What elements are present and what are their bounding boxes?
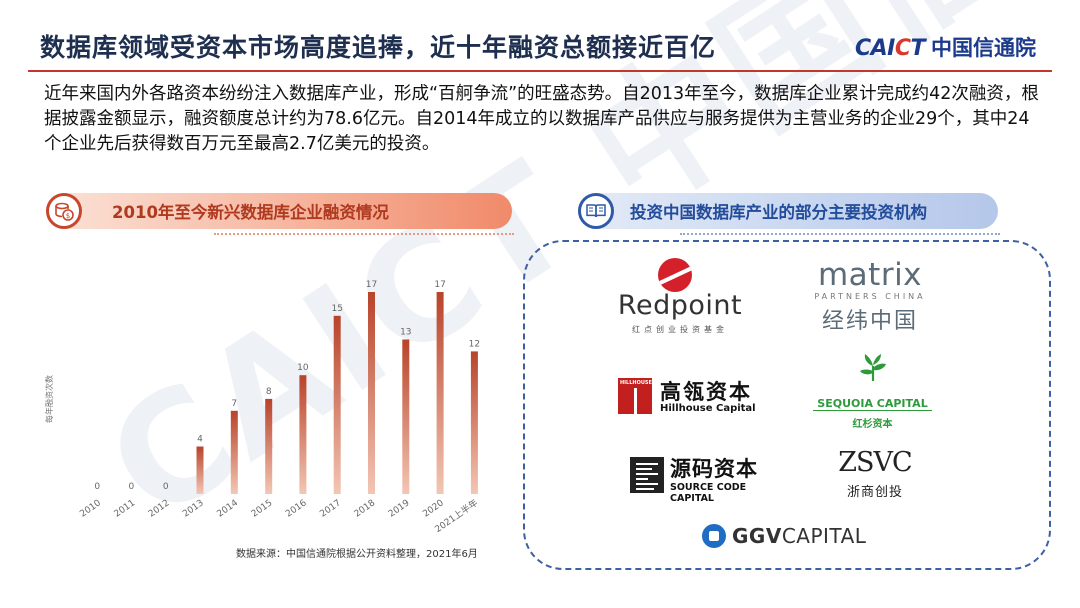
data-label-2016: 10 [297,363,309,373]
matrix-name: matrix [817,257,923,293]
sequoia-cn: 红杉资本 [852,419,893,430]
hillhouse-logo: HILLHOUSE 高瓴资本 Hillhouse Capital [618,378,758,420]
data-label-2012: 0 [163,482,169,492]
bar-2015 [265,398,273,494]
y-axis-label: 每年融资次数 [44,375,54,423]
zsvc-cn: 浙商创投 [846,485,903,500]
x-tick-2018: 2018 [353,498,378,519]
data-label-2020: 17 [434,280,445,290]
sourcecode-logo: 源码资本 SOURCE CODE CAPITAL [630,455,780,504]
x-tick-2012: 2012 [147,498,171,519]
book-icon [578,193,614,229]
bar-2021上半年 [470,351,478,494]
investors-section-title: 投资中国数据库产业的部分主要投资机构 [630,203,927,222]
chart-section-header: $ 2010年至今新兴数据库企业融资情况 [46,193,514,235]
redpoint-mark-icon [658,258,692,292]
investors-panel [523,240,1051,570]
x-tick-2015: 2015 [250,498,274,519]
ggv-name: GGVCAPITAL [732,524,867,548]
data-source-note: 数据来源：中国信通院根据公开资料整理，2021年6月 [236,549,478,560]
bar-2020 [436,292,444,494]
bar-2016 [299,375,307,494]
zsvc-name: ZSVC [838,447,912,478]
data-label-2018: 17 [366,280,377,290]
sourcecode-cn: 源码资本 [670,457,758,481]
x-tick-2020: 2020 [421,498,446,519]
redpoint-logo: Redpoint 红点创业投资基金 [605,258,755,338]
hillhouse-en: Hillhouse Capital [660,403,756,414]
bar-2017 [333,315,341,494]
bar-2018 [368,292,375,494]
page-title: 数据库领域受资本市场高度追捧，近十年融资总额接近百亿 [40,33,717,62]
chart-section-title: 2010年至今新兴数据库企业融资情况 [112,203,389,222]
x-tick-2011: 2011 [113,498,137,519]
x-tick-2013: 2013 [181,498,205,519]
data-label-2017: 15 [331,304,342,314]
bar-2013 [196,446,204,494]
x-tick-2017: 2017 [318,498,342,519]
caict-logo-text: 中国信通院 [931,36,1037,60]
matrix-logo: matrix PARTNERS CHINA 经纬中国 [800,258,940,338]
x-tick-2016: 2016 [284,498,309,519]
ggv-mark-icon [702,524,726,548]
x-tick-2014: 2014 [216,498,241,519]
x-tick-2019: 2019 [387,498,412,519]
bar-2019 [402,339,410,494]
redpoint-cn: 红点创业投资基金 [632,325,728,334]
data-label-2014: 7 [231,399,237,409]
sequoia-logo: SEQUOIA CAPITAL 红杉资本 [810,352,935,432]
investors-section-header: 投资中国数据库产业的部分主要投资机构 [578,193,1000,235]
zsvc-logo: ZSVC 浙商创投 [832,448,918,504]
section-dotted-rule [680,233,1000,235]
data-label-2021上半年: 12 [469,339,480,349]
data-label-2013: 4 [197,435,203,445]
hillhouse-cn: 高瓴资本 [660,380,752,404]
matrix-cn: 经纬中国 [821,309,918,334]
data-label-2019: 13 [400,328,411,338]
sourcecode-mark-icon [630,457,664,493]
data-label-2010: 0 [94,482,100,492]
intro-paragraph: 近年来国内外各路资本纷纷注入数据库产业，形成“百舸争流”的旺盛态势。自2013年… [44,84,1039,154]
matrix-sub: PARTNERS CHINA [814,292,926,301]
ggv-logo: GGVCAPITAL [702,522,878,552]
hillhouse-mark-icon: HILLHOUSE [618,378,652,414]
coins-icon: $ [46,193,82,229]
title-divider [28,70,1052,72]
redpoint-name: Redpoint [617,290,743,321]
svg-text:$: $ [66,212,70,220]
sourcecode-en: SOURCE CODE CAPITAL [670,482,747,504]
caict-logo: CAICT 中国信通院 [855,32,1036,62]
caict-logo-mark: CAICT [855,36,926,61]
bar-2014 [230,410,238,494]
financing-bar-chart: 每年融资次数 0 0 0 4 7 8 10 15 17 13 17 12 2010 2011 2012 20… [44,280,480,532]
data-label-2015: 8 [266,387,272,397]
x-tick-2010: 2010 [78,498,103,519]
sequoia-leaf-icon [859,354,886,381]
section-dotted-rule [214,233,514,235]
data-label-2011: 0 [129,482,135,492]
sequoia-name: SEQUOIA CAPITAL [813,397,932,411]
